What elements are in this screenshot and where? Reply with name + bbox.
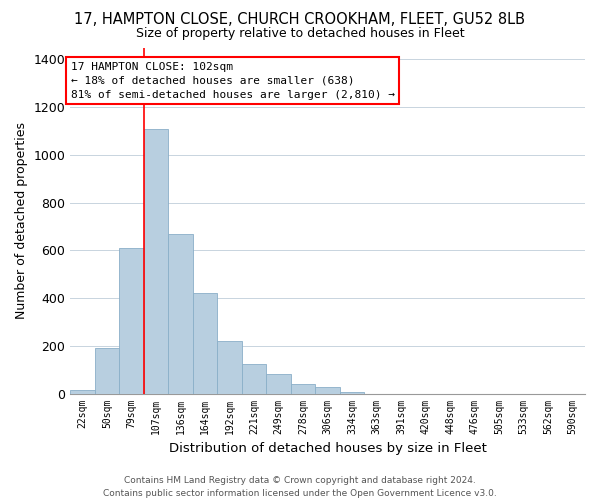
Bar [316,387,340,394]
Bar [291,384,316,394]
Y-axis label: Number of detached properties: Number of detached properties [15,122,28,319]
Bar [169,234,193,394]
Text: 17 HAMPTON CLOSE: 102sqm
← 18% of detached houses are smaller (638)
81% of semi-: 17 HAMPTON CLOSE: 102sqm ← 18% of detach… [71,62,395,100]
Bar [119,248,144,394]
Text: 17, HAMPTON CLOSE, CHURCH CROOKHAM, FLEET, GU52 8LB: 17, HAMPTON CLOSE, CHURCH CROOKHAM, FLEE… [74,12,526,28]
Bar [266,374,291,394]
Bar [242,364,266,394]
Bar [193,294,217,394]
Bar [70,390,95,394]
Bar [95,348,119,394]
Bar [144,128,169,394]
Text: Contains HM Land Registry data © Crown copyright and database right 2024.
Contai: Contains HM Land Registry data © Crown c… [103,476,497,498]
X-axis label: Distribution of detached houses by size in Fleet: Distribution of detached houses by size … [169,442,487,455]
Bar [217,341,242,394]
Bar [340,392,364,394]
Text: Size of property relative to detached houses in Fleet: Size of property relative to detached ho… [136,28,464,40]
